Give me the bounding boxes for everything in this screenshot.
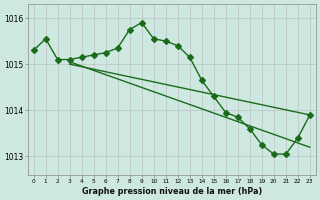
X-axis label: Graphe pression niveau de la mer (hPa): Graphe pression niveau de la mer (hPa) — [82, 187, 262, 196]
